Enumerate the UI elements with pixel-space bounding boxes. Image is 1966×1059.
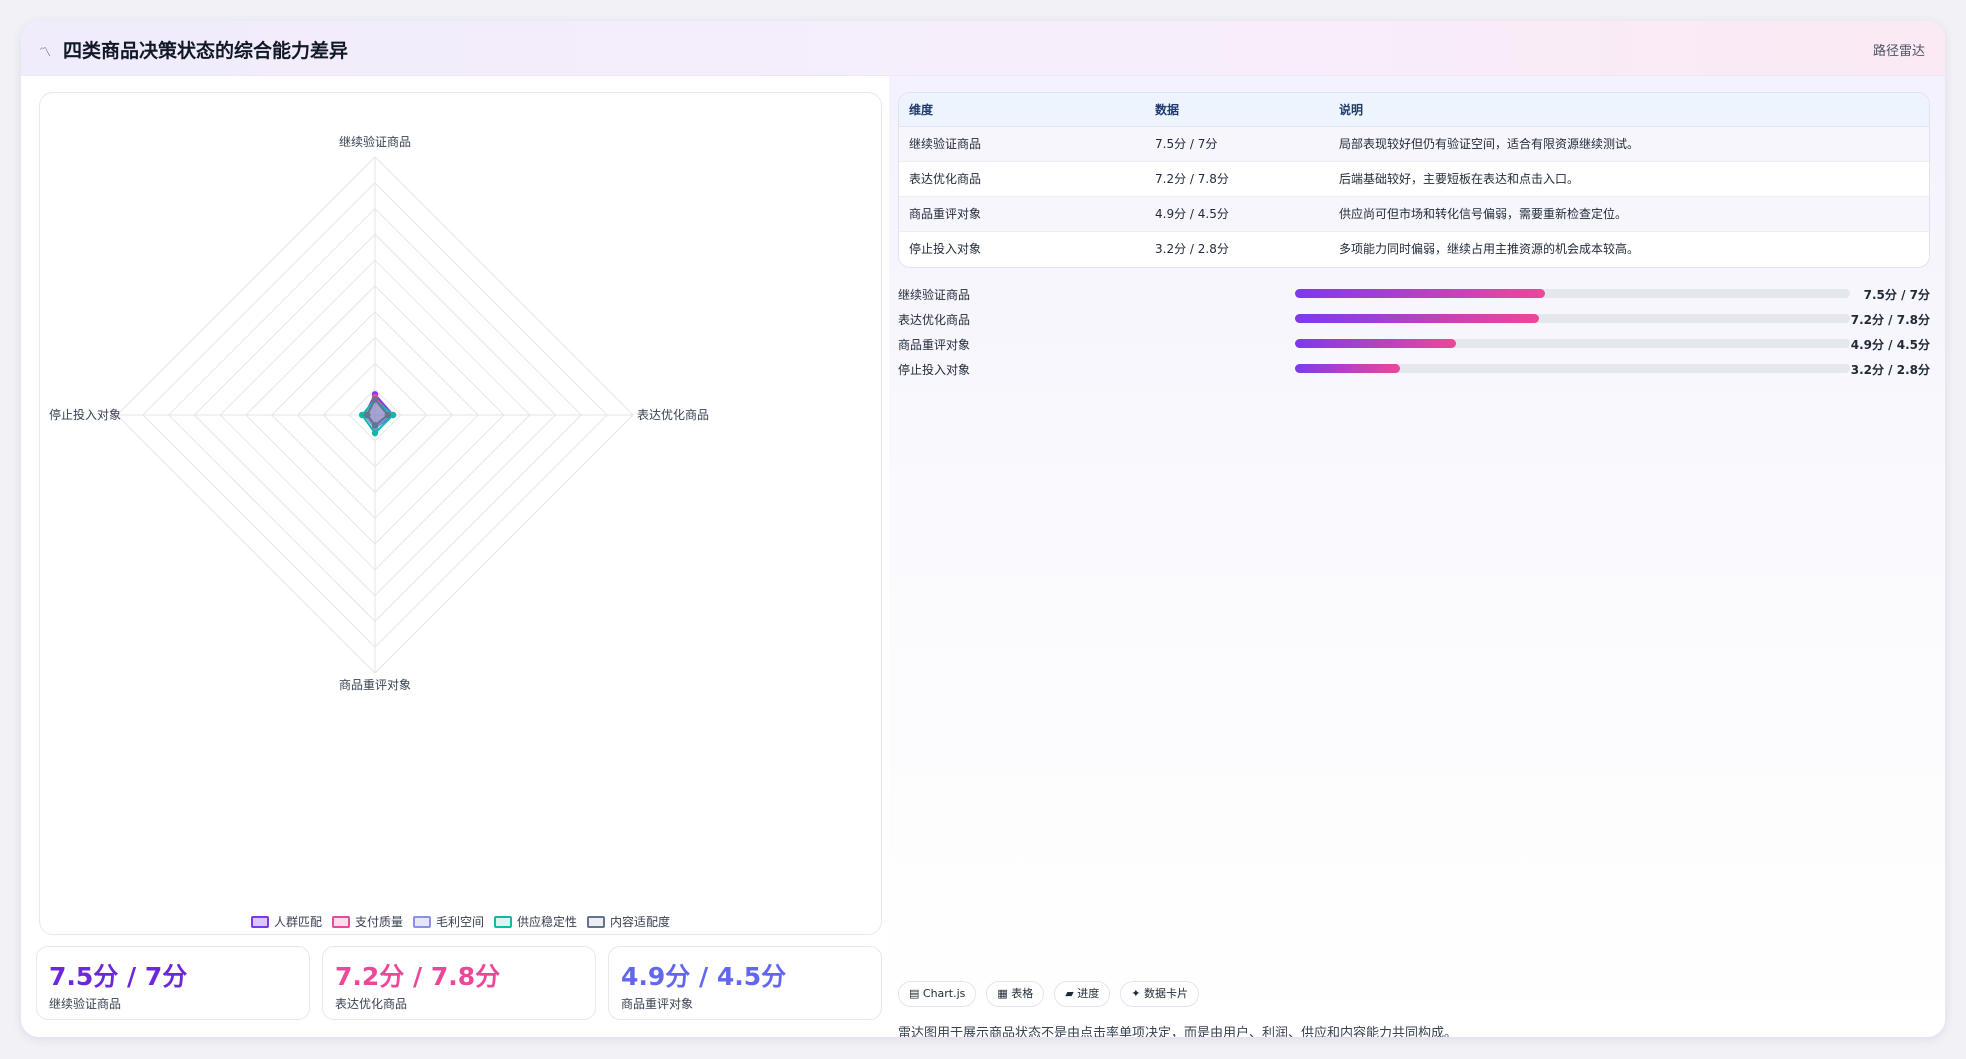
radar-axis-label: 继续验证商品 bbox=[339, 134, 411, 149]
progress-track bbox=[1295, 314, 1850, 323]
progress-fill bbox=[1295, 364, 1401, 373]
kpi-card-3: 4.9分 / 4.5分 商品重评对象 bbox=[608, 946, 882, 1020]
column-header: 维度 bbox=[899, 93, 1145, 127]
radar-data-point bbox=[364, 411, 371, 419]
card-header: 〽 四类商品决策状态的综合能力差异 路径雷达 bbox=[21, 21, 1945, 76]
table-row: 表达优化商品 7.2分 / 7.8分 后端基础较好，主要短板在表达和点击入口。 bbox=[899, 161, 1929, 197]
kpi-value: 7.5分 / 7分 bbox=[49, 962, 188, 991]
radar-axis-label: 停止投入对象 bbox=[49, 407, 121, 422]
table-cell: 继续验证商品 bbox=[899, 126, 1145, 162]
table-cell: 后端基础较好，主要短板在表达和点击入口。 bbox=[1329, 161, 1929, 197]
chart-footnote: 雷达图用于展示商品状态不是由点击率单项决定，而是由用户、利润、供应和内容能力共同… bbox=[898, 1026, 1458, 1037]
table-cell: 表达优化商品 bbox=[899, 161, 1145, 197]
legend-label: 供应稳定性 bbox=[517, 915, 578, 929]
progress-label: 停止投入对象 bbox=[898, 363, 971, 377]
radar-axis-label: 商品重评对象 bbox=[339, 677, 411, 692]
progress-row: 继续验证商品 7.5分 / 7分 bbox=[898, 283, 1930, 308]
radar-data-point bbox=[358, 411, 366, 419]
progress-label: 继续验证商品 bbox=[898, 288, 971, 302]
table-header-row: 维度 数据 说明 bbox=[899, 93, 1929, 127]
table-row: 继续验证商品 7.5分 / 7分 局部表现较好但仍有验证空间，适合有限资源继续测… bbox=[899, 126, 1929, 162]
radar-data-point bbox=[384, 411, 392, 419]
progress-fill bbox=[1295, 339, 1456, 348]
table-cell: 局部表现较好但仍有验证空间，适合有限资源继续测试。 bbox=[1329, 126, 1929, 162]
page-title: 四类商品决策状态的综合能力差异 bbox=[63, 40, 349, 62]
table-cell: 供应尚可但市场和转化信号偏弱，需要重新检查定位。 bbox=[1329, 196, 1929, 232]
legend-item[interactable]: 毛利空间 bbox=[412, 913, 484, 930]
progress-value: 3.2分 / 2.8分 bbox=[1850, 363, 1930, 377]
progress-fill bbox=[1295, 289, 1545, 298]
table-cell: 多项能力同时偏弱，继续占用主推资源的机会成本较高。 bbox=[1329, 231, 1929, 266]
legend-item[interactable]: 供应稳定性 bbox=[494, 913, 577, 930]
progress-row: 停止投入对象 3.2分 / 2.8分 bbox=[898, 358, 1930, 383]
kpi-label: 表达优化商品 bbox=[335, 997, 408, 1011]
legend-item[interactable]: 支付质量 bbox=[331, 913, 403, 930]
radar-data-point bbox=[371, 429, 379, 437]
progress-bars: 继续验证商品 7.5分 / 7分 表达优化商品 7.2分 / 7.8分 商品重评… bbox=[898, 283, 1930, 383]
progress-row: 商品重评对象 4.9分 / 4.5分 bbox=[898, 333, 1930, 358]
table-cell: 7.2分 / 7.8分 bbox=[1145, 161, 1329, 197]
chip-chartjs[interactable]: ▤ Chart.js bbox=[898, 981, 977, 1007]
kpi-card-2: 7.2分 / 7.8分 表达优化商品 bbox=[322, 946, 596, 1020]
table-cell: 4.9分 / 4.5分 bbox=[1145, 196, 1329, 232]
legend-label: 毛利空间 bbox=[435, 915, 484, 929]
main-card: 〽 四类商品决策状态的综合能力差异 路径雷达 继续验证商品 表达优化商品 商品重评对… bbox=[21, 21, 1945, 1037]
progress-label: 表达优化商品 bbox=[898, 313, 971, 327]
progress-value: 7.5分 / 7分 bbox=[1863, 288, 1930, 302]
tech-chips: ▤ Chart.js ▦ 表格 ▰ 进度 ✦ 数据卡片 bbox=[898, 981, 1199, 1007]
table-row: 停止投入对象 3.2分 / 2.8分 多项能力同时偏弱，继续占用主推资源的机会成… bbox=[899, 231, 1929, 266]
chart-legend: 人群匹配 支付质量 毛利空间 供应稳定性 内容适配度 bbox=[40, 913, 881, 930]
kpi-value: 7.2分 / 7.8分 bbox=[335, 962, 501, 991]
table-cell: 停止投入对象 bbox=[899, 231, 1145, 266]
chip-data-cards[interactable]: ✦ 数据卡片 bbox=[1120, 981, 1199, 1007]
chart-type-tag: 路径雷达 bbox=[1872, 44, 1925, 59]
table-cell: 商品重评对象 bbox=[899, 196, 1145, 232]
radar-chart-panel: 继续验证商品表达优化商品商品重评对象 停止投入对象 人群匹配 支付质量 毛利空间 供应稳… bbox=[39, 92, 882, 935]
legend-swatch bbox=[587, 915, 606, 928]
chip-progress[interactable]: ▰ 进度 bbox=[1054, 981, 1111, 1007]
kpi-label: 继续验证商品 bbox=[49, 997, 122, 1011]
kpi-label: 商品重评对象 bbox=[621, 997, 694, 1011]
legend-label: 支付质量 bbox=[354, 915, 403, 929]
data-table: 维度 数据 说明 继续验证商品 7.5分 / 7分 局部表现较好但仍有验证空间，… bbox=[899, 93, 1929, 266]
radar-data-point bbox=[389, 411, 397, 419]
table-cell: 7.5分 / 7分 bbox=[1145, 126, 1329, 162]
legend-label: 人群匹配 bbox=[273, 915, 322, 929]
column-header: 说明 bbox=[1329, 93, 1929, 127]
legend-swatch bbox=[412, 915, 431, 928]
data-table-container: 维度 数据 说明 继续验证商品 7.5分 / 7分 局部表现较好但仍有验证空间，… bbox=[898, 92, 1930, 268]
radar-data-point bbox=[371, 422, 379, 429]
legend-item[interactable]: 内容适配度 bbox=[587, 913, 670, 930]
chip-table[interactable]: ▦ 表格 bbox=[986, 981, 1045, 1007]
progress-value: 7.2分 / 7.8分 bbox=[1850, 313, 1930, 327]
table-cell: 3.2分 / 2.8分 bbox=[1145, 231, 1329, 266]
legend-swatch bbox=[331, 915, 350, 928]
progress-track bbox=[1295, 364, 1850, 373]
legend-swatch bbox=[494, 915, 512, 928]
progress-row: 表达优化商品 7.2分 / 7.8分 bbox=[898, 308, 1930, 333]
legend-swatch bbox=[250, 915, 269, 928]
legend-item[interactable]: 人群匹配 bbox=[250, 913, 322, 930]
legend-label: 内容适配度 bbox=[610, 915, 671, 929]
progress-track bbox=[1295, 289, 1850, 298]
progress-track bbox=[1295, 339, 1850, 348]
table-row: 商品重评对象 4.9分 / 4.5分 供应尚可但市场和转化信号偏弱，需要重新检查… bbox=[899, 196, 1929, 232]
column-header: 数据 bbox=[1145, 93, 1329, 127]
progress-value: 4.9分 / 4.5分 bbox=[1850, 338, 1930, 352]
radar-axis-label: 表达优化商品 bbox=[637, 407, 709, 422]
progress-fill bbox=[1295, 314, 1540, 323]
kpi-card-1: 7.5分 / 7分 继续验证商品 bbox=[36, 946, 310, 1020]
kpi-value: 4.9分 / 4.5分 bbox=[621, 962, 787, 991]
chart-line-icon: 〽 bbox=[39, 45, 52, 59]
progress-label: 商品重评对象 bbox=[898, 338, 971, 352]
radar-data-point bbox=[371, 396, 379, 403]
